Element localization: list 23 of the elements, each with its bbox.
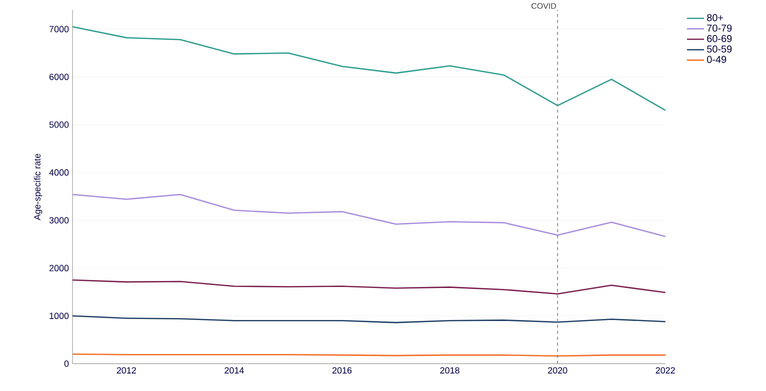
legend-label: 0-49	[707, 56, 726, 64]
y-tick-label: 1000	[50, 312, 69, 320]
legend-label: 70-79	[707, 24, 732, 32]
y-tick-label: 3000	[49, 217, 69, 224]
legend-label: 80+	[707, 14, 724, 22]
x-tick-label: 2020	[548, 367, 568, 374]
x-tick-label: 2012	[116, 367, 136, 374]
y-tick-label: 2000	[50, 265, 69, 272]
y-axis-title: Age-specific rate	[34, 154, 42, 220]
y-tick-label: 4000	[49, 170, 69, 176]
x-tick-label: 2016	[332, 367, 352, 374]
y-tick-label: 5000	[49, 122, 69, 128]
y-tick-label: 0	[64, 360, 69, 368]
y-tick-label: 7000	[50, 26, 69, 32]
x-tick-label: 2014	[224, 367, 244, 374]
legend-label: 50-59	[707, 46, 732, 53]
y-tick-label: 6000	[50, 74, 69, 80]
line-series	[72, 194, 666, 238]
legend-label: 60-69	[707, 35, 732, 42]
line-series	[72, 280, 666, 295]
line-series	[72, 26, 666, 112]
x-tick-label: 2022	[656, 367, 675, 374]
x-tick-label: 2018	[440, 367, 460, 374]
